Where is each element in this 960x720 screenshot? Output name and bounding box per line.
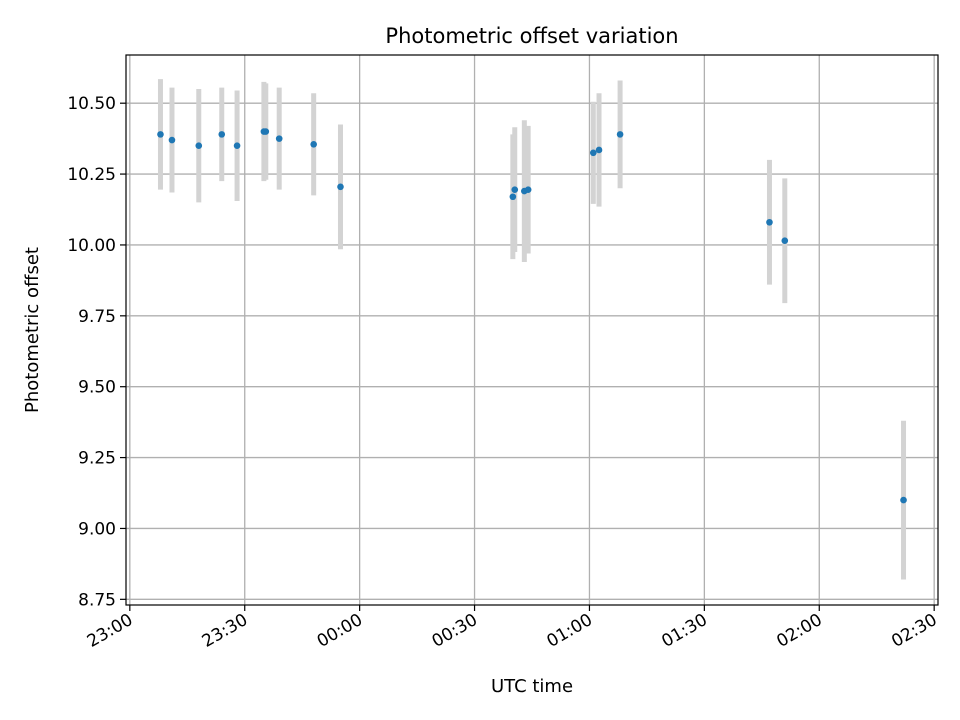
grid [126,55,938,605]
data-point [275,135,283,142]
data-point [900,496,907,504]
data-points [157,128,907,504]
data-point [509,193,517,201]
y-tick-label: 9.75 [78,307,116,327]
y-axis-label: Photometric offset [22,247,43,413]
y-tick-label: 9.00 [78,519,116,539]
data-point [233,142,241,150]
data-point [511,186,519,193]
data-point [616,131,624,138]
y-axis: 8.75 9.00 9.25 9.50 9.75 10.00 10.25 10.50 [67,94,126,610]
data-point [524,186,532,193]
data-point [337,183,344,191]
data-point [595,146,603,154]
data-point [781,237,789,244]
y-tick-label: 9.50 [78,378,116,398]
data-point [195,142,203,150]
plot-frame [125,54,939,606]
data-point [310,141,317,148]
data-point [157,131,164,138]
chart-title: Photometric offset variation [385,24,678,48]
data-point [168,136,176,144]
x-axis-label: UTC time [491,676,573,697]
data-point [589,149,597,157]
data-point [218,131,226,138]
y-tick-label: 9.25 [78,449,116,469]
y-tick-label: 10.25 [67,165,116,185]
y-tick-label: 8.75 [78,590,116,610]
data-point [262,128,270,135]
y-tick-label: 10.50 [67,94,116,114]
data-point [766,218,773,226]
y-tick-label: 10.00 [67,236,116,256]
